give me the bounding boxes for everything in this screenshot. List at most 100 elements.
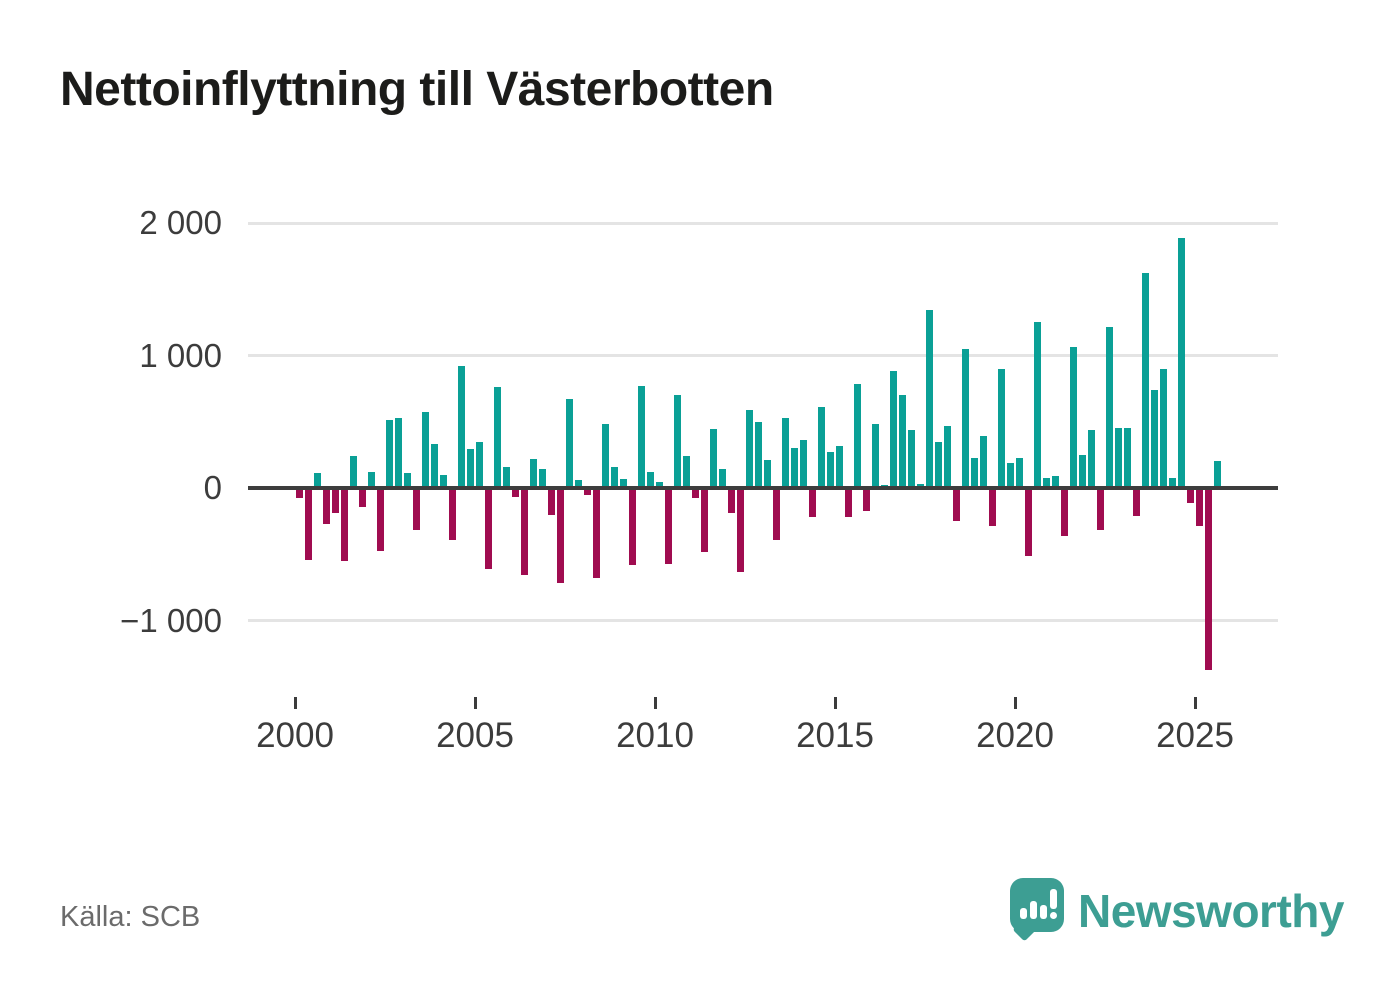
bar-2022K2 <box>1097 488 1104 531</box>
bar-2018K4 <box>971 458 978 488</box>
bar-2018K1 <box>944 426 951 488</box>
y-axis-tick-label: 1 000 <box>139 336 222 374</box>
bar-2020K4 <box>1043 478 1050 488</box>
bar-2006K3 <box>530 458 537 488</box>
bar-2023K4 <box>1151 389 1158 488</box>
bar-2008K3 <box>602 424 609 488</box>
bar-2015K3 <box>854 383 861 488</box>
bar-2006K4 <box>539 468 546 488</box>
logo-exclamation-icon <box>1050 889 1057 909</box>
bar-2021K4 <box>1079 454 1086 488</box>
bar-2010K3 <box>674 395 681 488</box>
bar-2008K1 <box>584 488 591 496</box>
bar-2012K1 <box>728 488 735 514</box>
bar-2008K2 <box>593 488 600 579</box>
bar-2010K1 <box>656 482 663 488</box>
bar-2004K1 <box>440 474 447 488</box>
y-gridline <box>248 619 1278 622</box>
x-axis-tick <box>834 697 837 709</box>
bar-2019K1 <box>980 436 987 488</box>
y-gridline <box>248 221 1278 225</box>
bar-2013K4 <box>791 448 798 488</box>
bar-2018K3 <box>962 348 969 488</box>
bar-2004K3 <box>458 366 465 488</box>
y-axis-tick-label: −1 000 <box>120 601 222 639</box>
bar-2005K2 <box>485 488 492 569</box>
bar-2019K3 <box>998 369 1005 488</box>
zero-baseline <box>248 486 1278 490</box>
bar-2024K4 <box>1187 488 1194 503</box>
bar-2023K3 <box>1142 273 1149 488</box>
bar-2014K1 <box>800 439 807 488</box>
bar-2007K1 <box>548 488 555 515</box>
bar-2006K2 <box>521 488 528 575</box>
logo-chart-bar-icon <box>1020 908 1027 919</box>
bar-2022K1 <box>1088 429 1095 488</box>
bar-2023K1 <box>1124 427 1131 488</box>
bar-2016K3 <box>890 371 897 488</box>
bar-2003K3 <box>422 411 429 488</box>
bar-2009K4 <box>647 472 654 488</box>
bar-2007K2 <box>557 488 564 584</box>
bar-2001K2 <box>341 488 348 561</box>
bar-2025K3 <box>1214 460 1221 488</box>
bar-2008K4 <box>611 467 618 488</box>
bar-2023K2 <box>1133 488 1140 516</box>
bar-2021K2 <box>1061 488 1068 537</box>
bar-2015K4 <box>863 488 870 512</box>
bar-2024K2 <box>1169 478 1176 488</box>
bar-2003K1 <box>404 473 411 488</box>
bar-2002K1 <box>368 472 375 488</box>
bar-2007K3 <box>566 398 573 488</box>
x-axis-tick <box>294 697 297 709</box>
x-axis-tick-label: 2000 <box>256 716 334 755</box>
x-axis-tick-label: 2010 <box>616 716 694 755</box>
bar-2017K1 <box>908 429 915 488</box>
bar-2014K3 <box>818 407 825 488</box>
bar-2017K3 <box>926 310 933 488</box>
bar-2001K1 <box>332 488 339 514</box>
bar-2001K4 <box>359 488 366 508</box>
x-axis-tick <box>474 697 477 709</box>
logo-chart-bar-icon <box>1030 901 1037 919</box>
bar-2024K3 <box>1178 238 1185 488</box>
x-axis-tick-label: 2005 <box>436 716 514 755</box>
x-axis-tick <box>1014 697 1017 709</box>
bar-2002K2 <box>377 488 384 551</box>
newsworthy-logo: Newsworthy <box>1010 877 1344 952</box>
bar-2000K2 <box>305 488 312 561</box>
bar-2007K4 <box>575 480 582 488</box>
bar-2017K4 <box>935 441 942 488</box>
bar-2014K2 <box>809 488 816 518</box>
bar-2013K3 <box>782 417 789 488</box>
bar-2004K4 <box>467 448 474 488</box>
bar-2011K4 <box>719 469 726 488</box>
bar-2012K4 <box>755 422 762 488</box>
bar-2014K4 <box>827 451 834 488</box>
bar-2022K3 <box>1106 327 1113 488</box>
bar-2022K4 <box>1115 427 1122 488</box>
bar-2025K1 <box>1196 488 1203 526</box>
bar-2005K1 <box>476 441 483 488</box>
bar-2016K4 <box>899 394 906 488</box>
bar-2000K3 <box>314 473 321 488</box>
bar-2002K3 <box>386 419 393 488</box>
bar-2000K1 <box>296 488 303 498</box>
bar-2020K3 <box>1034 321 1041 488</box>
bar-2020K1 <box>1016 458 1023 488</box>
y-axis-tick-label: 0 <box>203 469 222 506</box>
logo-exclamation-dot-icon <box>1050 912 1057 919</box>
newsworthy-logo-icon <box>1010 878 1064 932</box>
bar-2009K2 <box>629 488 636 565</box>
x-axis-tick <box>654 697 657 709</box>
bar-2012K3 <box>746 410 753 488</box>
bar-2019K4 <box>1007 463 1014 488</box>
bar-2021K1 <box>1052 476 1059 488</box>
chart-title: Nettoinflyttning till Västerbotten <box>60 63 774 116</box>
bar-2004K2 <box>449 488 456 541</box>
bar-2020K2 <box>1025 488 1032 556</box>
bar-2000K4 <box>323 488 330 524</box>
bar-2011K1 <box>692 488 699 498</box>
